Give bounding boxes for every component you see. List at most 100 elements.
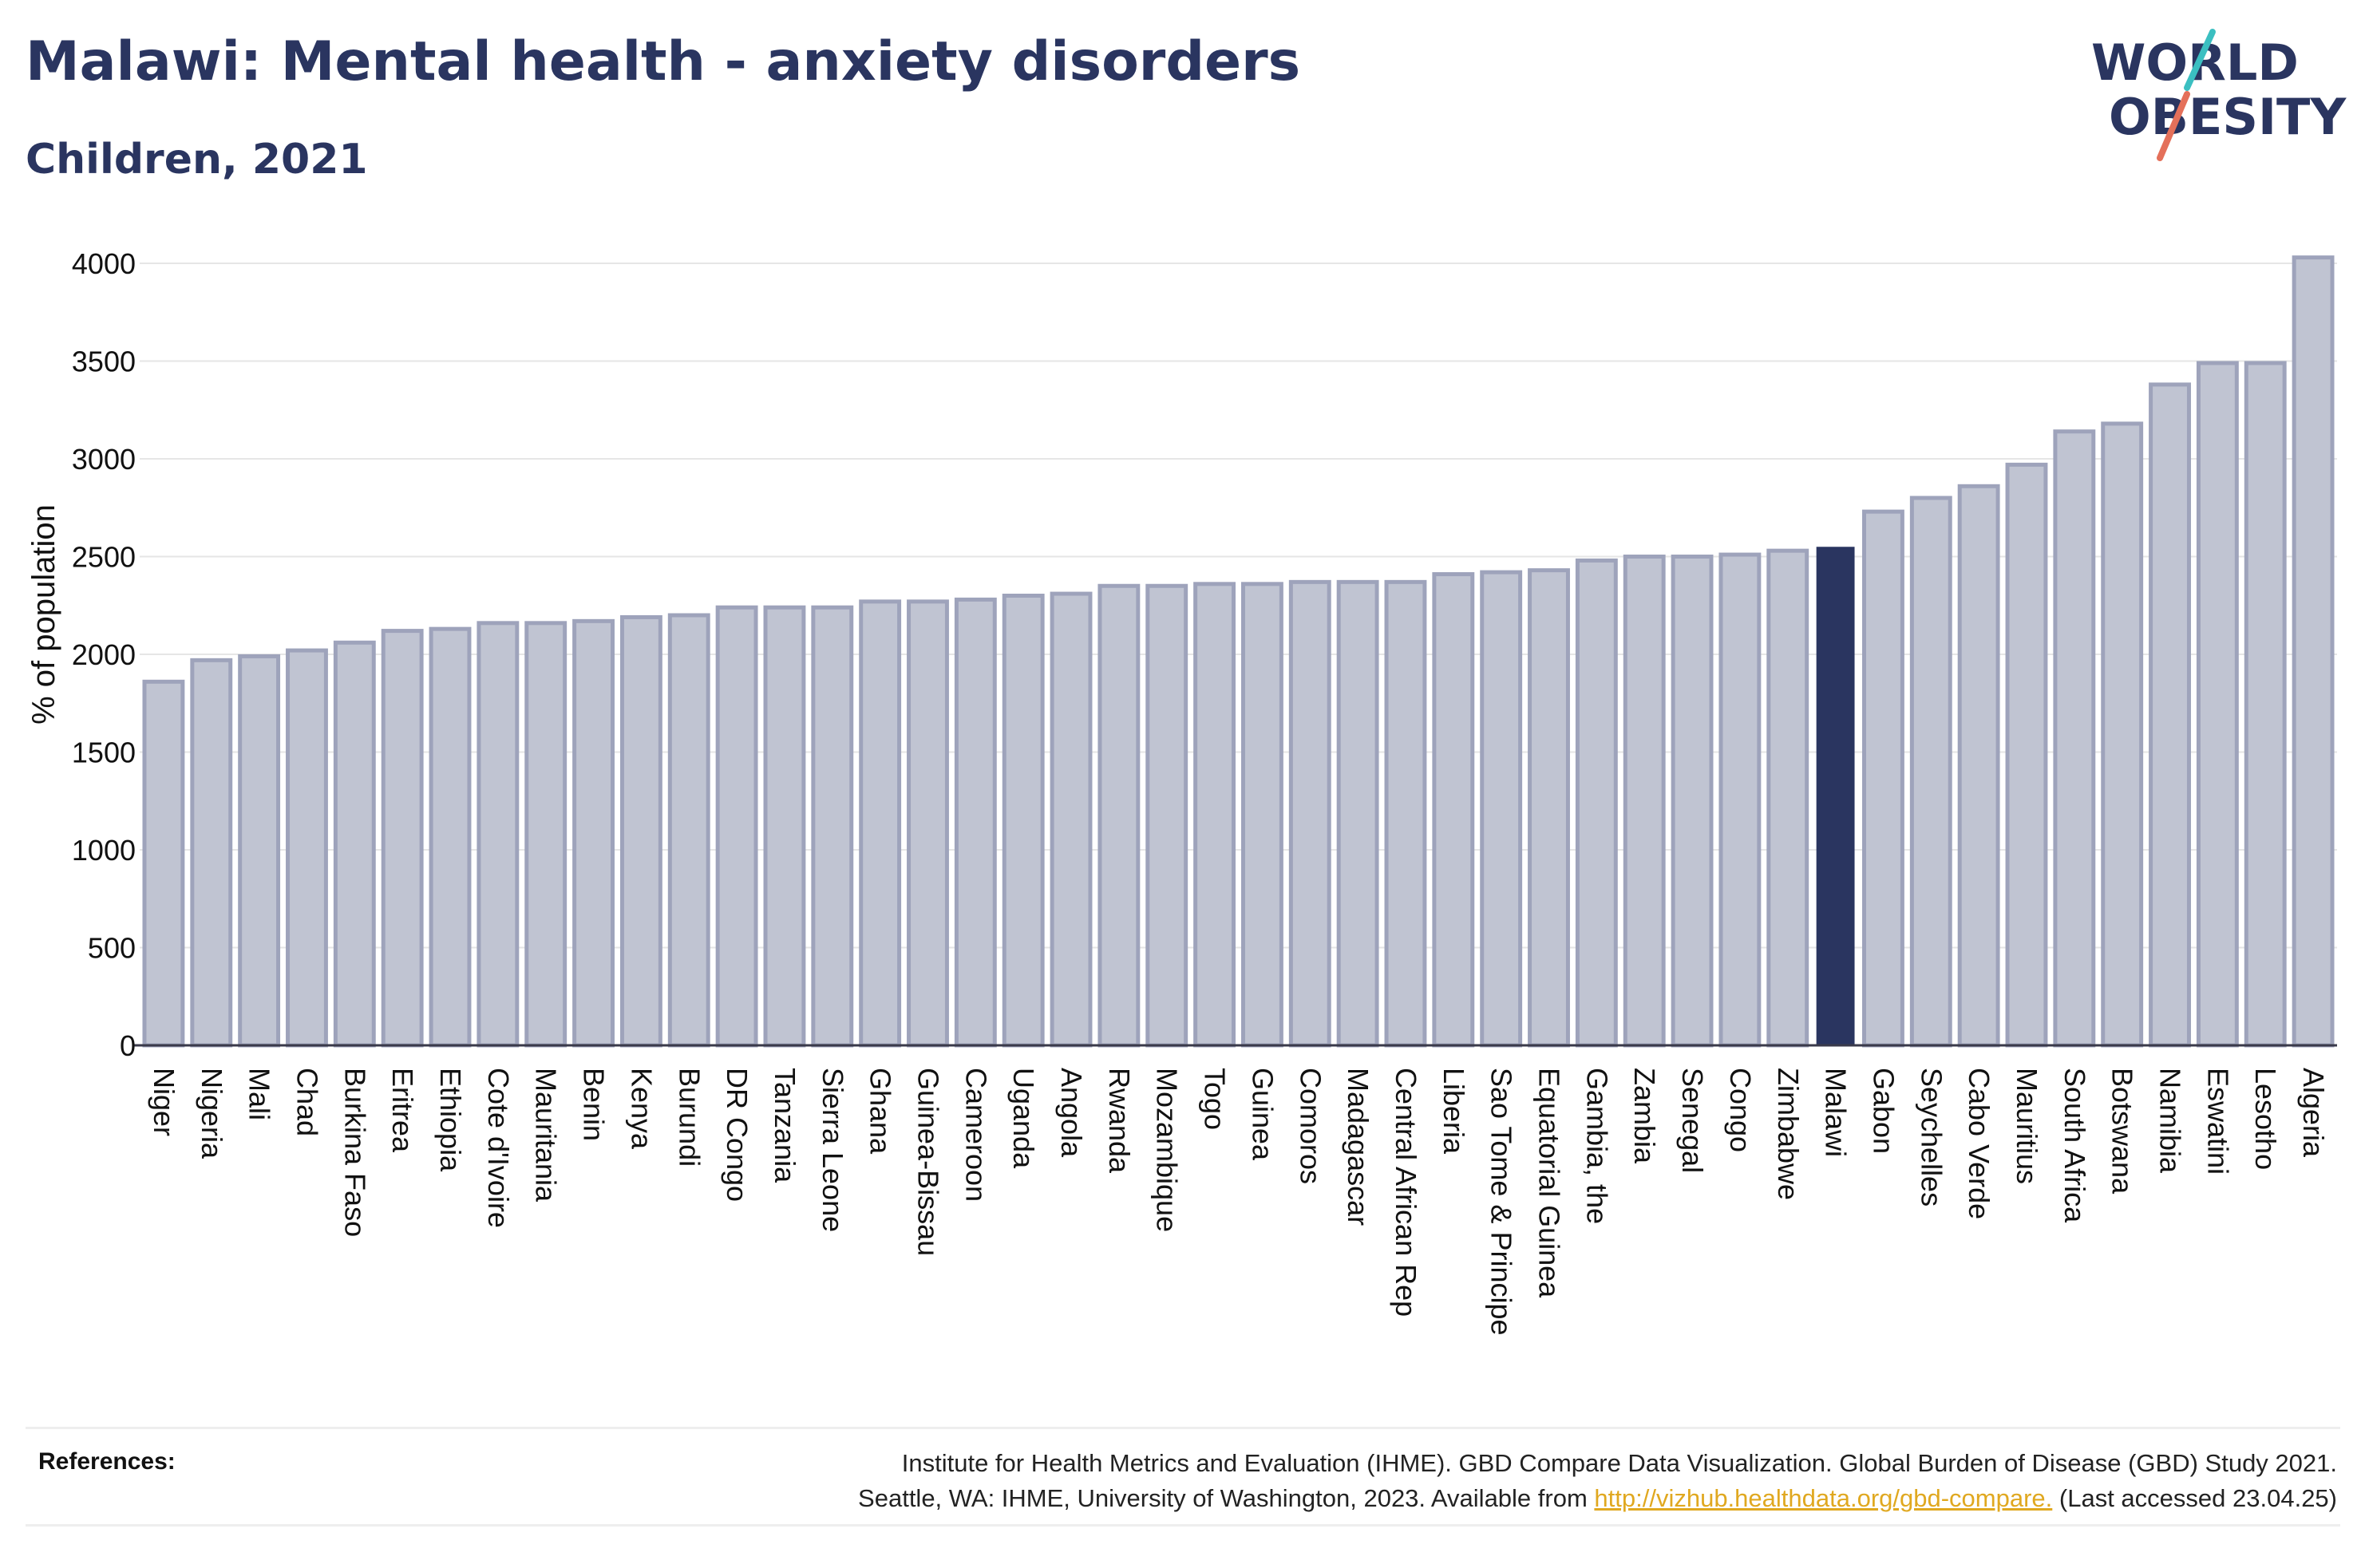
x-tick-label: South Africa [2058,1068,2091,1223]
bar-burundi [667,613,710,1048]
bar-mali [238,654,281,1048]
y-tick-label: 3000 [72,443,136,476]
bar-rwanda [1097,583,1141,1048]
bar-uganda [1002,594,1045,1048]
x-tick-label: Ethiopia [434,1068,467,1172]
bar-madagascar [1336,579,1379,1048]
x-tick-label: Zimbabwe [1772,1068,1805,1200]
x-tick-label: Malawi [1820,1068,1853,1157]
bar-algeria [2292,255,2335,1048]
bar-comoros [1288,579,1331,1048]
references-text: Institute for Health Metrics and Evaluat… [858,1446,2337,1516]
x-tick-label: Mali [243,1068,276,1120]
references-label: References: [38,1448,176,1475]
x-tick-label: Cote d'Ivoire [482,1068,515,1228]
x-tick-label: Eswatini [2201,1068,2234,1175]
bars [142,255,2335,1048]
x-tick-label: Namibia [2154,1068,2187,1174]
world-obesity-logo: WORLD OBESITY [2091,29,2347,161]
references-line-2: Seattle, WA: IHME, University of Washing… [858,1481,2337,1516]
bar-botswana [2101,421,2144,1048]
bar-mauritius [2005,462,2048,1048]
logo-slash-coral [2157,91,2190,161]
x-tick-label: Central African Rep [1390,1068,1422,1317]
chart-subtitle: Children, 2021 [26,136,368,184]
references-divider-top [26,1427,2340,1429]
bar-zimbabwe [1766,548,1809,1048]
bar-cabo-verde [1957,484,2000,1048]
bar-togo [1193,582,1236,1048]
x-tick-label: Gambia, the [1580,1068,1613,1224]
x-tick-label: Gabon [1867,1068,1900,1154]
x-tick-label: Kenya [625,1068,658,1150]
y-tick-label: 1000 [72,834,136,867]
bar-mauritania [524,621,568,1048]
x-tick-label: Guinea-Bissau [912,1068,944,1256]
bar-sierra-leone [811,605,854,1048]
y-tick-label: 2000 [72,638,136,671]
x-tick-label: Nigeria [196,1068,228,1159]
bar-eswatini [2196,361,2239,1048]
bar-kenya [619,614,662,1048]
bar-liberia [1432,572,1475,1048]
bar-ghana [859,599,902,1048]
x-tick-label: Mozambique [1151,1068,1184,1232]
references-link[interactable]: http://vizhub.healthdata.org/gbd-compare… [1594,1484,2053,1512]
y-axis-label: % of population [26,504,61,725]
x-tick-label: Senegal [1676,1068,1709,1173]
tick-labels: 0 500 1000 1500 2000 2500 3000 3500 4000 Niger Nig… [72,247,2330,1336]
y-tick-label: 1500 [72,737,136,769]
y-tick-label: 0 [120,1029,136,1062]
y-tick-label: 4000 [72,247,136,280]
bar-nigeria [190,658,233,1048]
x-tick-label: Algeria [2297,1068,2330,1158]
bar-guinea [1240,582,1283,1048]
bar-malawi [1816,547,1855,1045]
logo-word-world: WORLD [2091,34,2299,92]
logo-slash-teal [2184,29,2216,91]
y-tick-label: 2500 [72,541,136,574]
bar-guinea-bissau [907,599,949,1048]
bar-equatorial-guinea [1528,568,1570,1048]
bar-chad [286,648,328,1048]
references-divider-bottom [26,1524,2340,1527]
bar-zambia [1623,555,1666,1048]
bar-tanzania [763,605,806,1048]
x-tick-label: Burundi [673,1068,706,1167]
bar-gabon [1862,509,1904,1048]
x-tick-label: Equatorial Guinea [1533,1068,1566,1298]
x-tick-label: Rwanda [1103,1068,1136,1174]
bar-cameroon [954,597,997,1048]
bar-mozambique [1145,583,1188,1048]
x-tick-label: Angola [1055,1068,1088,1158]
x-tick-label: Niger [148,1068,180,1136]
x-tick-label: Botswana [2106,1068,2139,1195]
bar-ethiopia [429,626,472,1048]
references-line-2-prefix: Seattle, WA: IHME, University of Washing… [858,1484,1595,1512]
x-tick-label: Burkina Faso [338,1068,371,1237]
x-tick-label: Sierra Leone [817,1068,849,1232]
x-tick-label: Seychelles [1915,1068,1948,1207]
bar-burkina-faso [333,640,376,1048]
x-tick-label: Sao Tome & Principe [1485,1068,1518,1336]
x-tick-label: Guinea [1246,1068,1279,1161]
x-tick-label: Mauritius [2011,1068,2043,1184]
bar-central-african-rep [1384,579,1427,1048]
x-tick-label: Benin [578,1068,611,1141]
x-tick-label: Uganda [1007,1068,1040,1169]
bar-chart: 0 500 1000 1500 2000 2500 3000 3500 4000 Niger Nig… [26,247,2337,1336]
bar-dr-congo [715,605,758,1048]
x-tick-label: Madagascar [1342,1068,1374,1226]
x-tick-label: Comoros [1294,1068,1327,1184]
y-tick-label: 3500 [72,346,136,378]
bar-lesotho [2244,361,2287,1048]
bar-senegal [1671,555,1714,1048]
bar-cote-d-ivoire [477,621,520,1048]
bar-congo [1718,552,1762,1048]
x-tick-label: Togo [1199,1068,1232,1130]
logo-word-obesity: OBESITY [2109,88,2347,146]
x-tick-label: Mauritania [530,1068,563,1203]
bar-seychelles [1909,496,1952,1048]
x-tick-label: Chad [291,1068,323,1136]
bar-sao-tome-principe [1480,570,1523,1048]
